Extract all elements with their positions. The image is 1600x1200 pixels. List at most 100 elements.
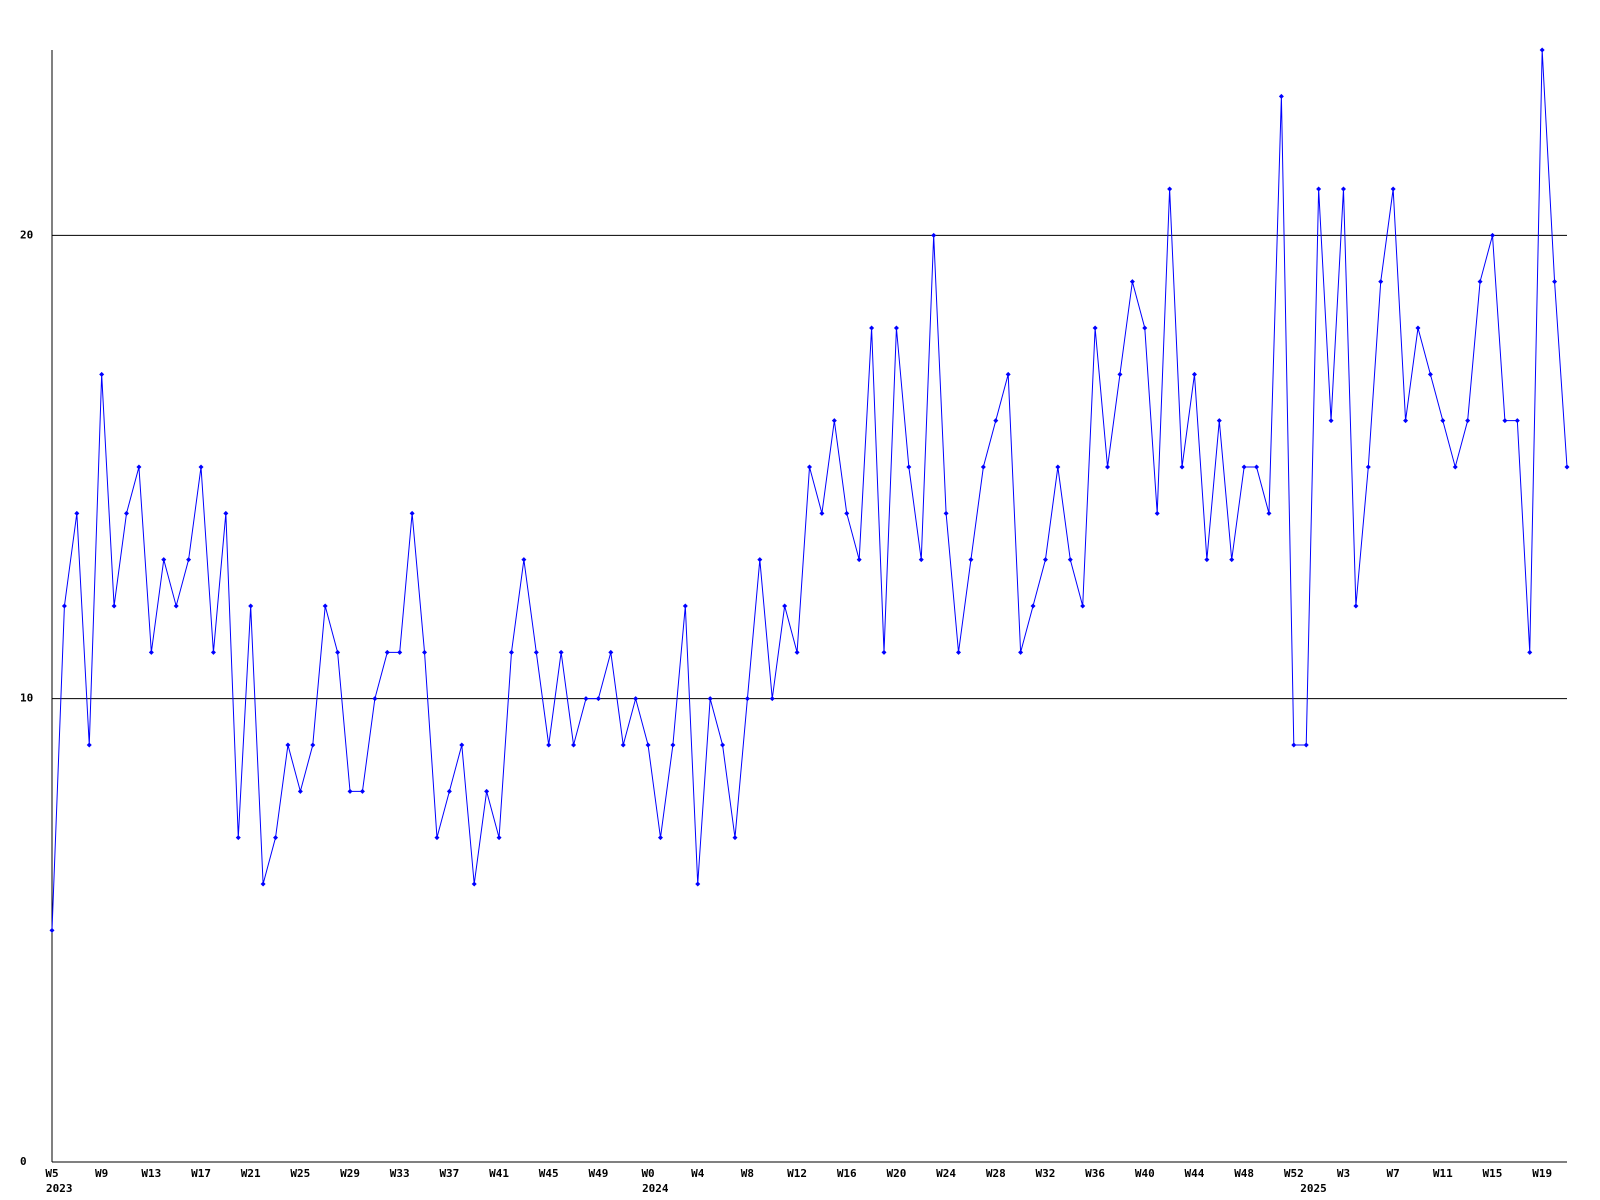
point-marker: [235, 835, 241, 841]
point-marker: [434, 835, 440, 841]
point-marker: [595, 696, 601, 702]
point-marker: [186, 557, 192, 563]
x-tick-label: W48: [1234, 1167, 1254, 1180]
x-tick-label: W28: [986, 1167, 1006, 1180]
point-marker: [1365, 464, 1371, 470]
point-marker: [757, 557, 763, 563]
x-tick-label: W40: [1135, 1167, 1155, 1180]
x-tick-label: W8: [741, 1167, 754, 1180]
point-marker: [471, 881, 477, 887]
point-marker: [1353, 603, 1359, 609]
point-marker: [359, 788, 365, 794]
point-marker: [831, 418, 837, 424]
point-marker: [869, 325, 875, 331]
point-marker: [508, 649, 514, 655]
point-marker: [1241, 464, 1247, 470]
point-marker: [1440, 418, 1446, 424]
point-marker: [968, 557, 974, 563]
point-marker: [1129, 279, 1135, 285]
point-marker: [1340, 186, 1346, 192]
point-marker: [1105, 464, 1111, 470]
point-marker: [521, 557, 527, 563]
x-tick-label: W5: [45, 1167, 58, 1180]
x-tick-label: W4: [691, 1167, 705, 1180]
point-marker: [620, 742, 626, 748]
point-marker: [1254, 464, 1260, 470]
point-marker: [49, 927, 55, 933]
point-marker: [1477, 279, 1483, 285]
x-tick-label: W20: [886, 1167, 906, 1180]
point-marker: [732, 835, 738, 841]
point-marker: [1378, 279, 1384, 285]
point-marker: [1191, 371, 1197, 377]
point-marker: [744, 696, 750, 702]
x-tick-label: W7: [1387, 1167, 1400, 1180]
point-marker: [657, 835, 663, 841]
x-tick-label: W33: [390, 1167, 410, 1180]
point-marker: [161, 557, 167, 563]
point-marker: [1539, 47, 1545, 53]
point-marker: [1018, 649, 1024, 655]
x-tick-label: W3: [1337, 1167, 1350, 1180]
y-tick-label: 10: [20, 692, 33, 705]
point-marker: [173, 603, 179, 609]
x-year-label: 2023: [46, 1182, 73, 1195]
series-line: [51, 49, 1568, 931]
x-tick-label: W44: [1185, 1167, 1205, 1180]
x-year-label: 2024: [642, 1182, 669, 1195]
point-marker: [223, 510, 229, 516]
point-marker: [1403, 418, 1409, 424]
point-marker: [1552, 279, 1558, 285]
point-marker: [1092, 325, 1098, 331]
point-marker: [260, 881, 266, 887]
point-marker: [198, 464, 204, 470]
point-marker: [819, 510, 825, 516]
point-marker: [1266, 510, 1272, 516]
point-marker: [720, 742, 726, 748]
point-marker: [496, 835, 502, 841]
point-marker: [446, 788, 452, 794]
point-marker: [409, 510, 415, 516]
point-marker: [124, 510, 130, 516]
x-tick-label: W21: [241, 1167, 261, 1180]
point-marker: [1316, 186, 1322, 192]
point-marker: [1390, 186, 1396, 192]
point-marker: [558, 649, 564, 655]
point-marker: [844, 510, 850, 516]
point-marker: [980, 464, 986, 470]
x-tick-label: W37: [439, 1167, 459, 1180]
point-marker: [1502, 418, 1508, 424]
x-tick-label: W0: [641, 1167, 654, 1180]
point-marker: [347, 788, 353, 794]
point-marker: [1489, 232, 1495, 238]
point-marker: [1452, 464, 1458, 470]
point-marker: [1154, 510, 1160, 516]
point-marker: [297, 788, 303, 794]
point-marker: [1278, 93, 1284, 99]
point-marker: [943, 510, 949, 516]
point-marker: [1303, 742, 1309, 748]
point-marker: [918, 557, 924, 563]
point-marker: [1167, 186, 1173, 192]
point-marker: [782, 603, 788, 609]
point-marker: [1514, 418, 1520, 424]
point-marker: [893, 325, 899, 331]
point-marker: [484, 788, 490, 794]
point-marker: [335, 649, 341, 655]
point-marker: [1328, 418, 1334, 424]
x-tick-label: W45: [539, 1167, 559, 1180]
point-marker: [1216, 418, 1222, 424]
point-marker: [533, 649, 539, 655]
point-marker: [397, 649, 403, 655]
point-marker: [670, 742, 676, 748]
point-marker: [931, 232, 937, 238]
x-tick-label: W24: [936, 1167, 956, 1180]
point-marker: [136, 464, 142, 470]
point-marker: [881, 649, 887, 655]
point-marker: [310, 742, 316, 748]
x-tick-label: W25: [290, 1167, 310, 1180]
point-marker: [1427, 371, 1433, 377]
point-marker: [695, 881, 701, 887]
